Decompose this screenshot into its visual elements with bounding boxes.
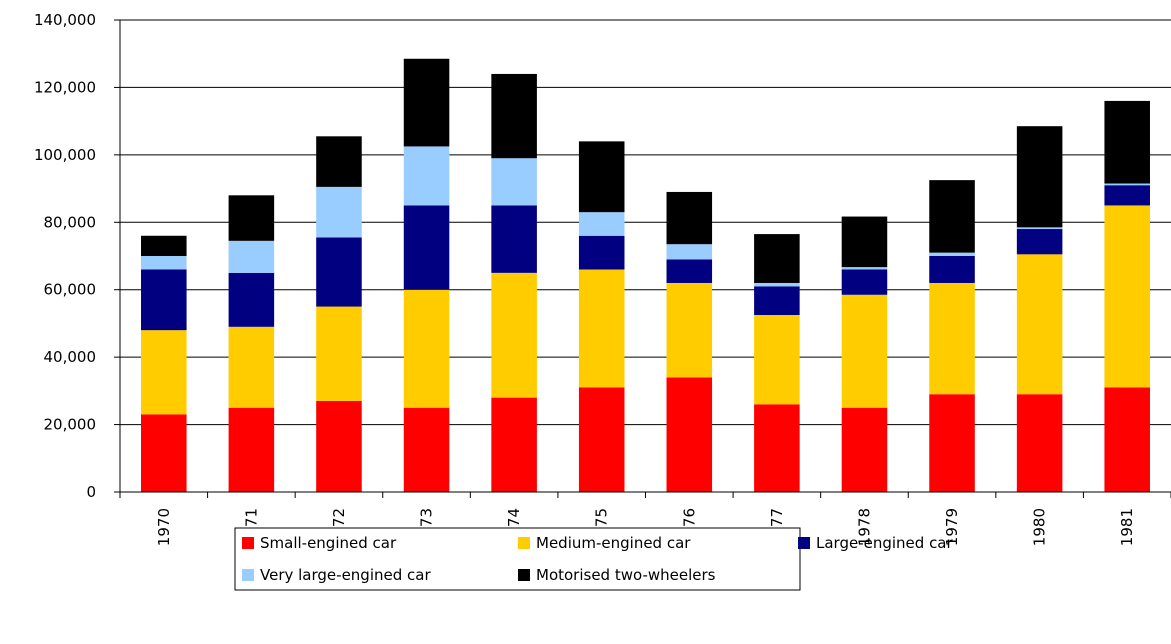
bar-segment (841, 216, 888, 268)
legend-swatch (242, 537, 254, 549)
bar-segment (929, 256, 975, 283)
bar-segment (1104, 185, 1150, 206)
x-tick-label: 1979 (943, 508, 961, 546)
bar-segment (754, 315, 800, 405)
legend-swatch (798, 537, 810, 549)
bar-segment (666, 244, 713, 260)
bar-segment (491, 205, 537, 273)
bar-segment (1016, 394, 1063, 492)
legend-swatch (242, 569, 254, 581)
x-tick-label: 1978 (855, 508, 873, 546)
bar-segment (841, 407, 888, 492)
bar-segment (754, 286, 800, 315)
bar-segment (141, 414, 187, 492)
bar-segment (1104, 100, 1150, 184)
bar-segment (666, 191, 713, 245)
bar-segment (1104, 183, 1150, 186)
legend-label: Motorised two-wheelers (536, 566, 716, 584)
bar-segment (929, 252, 975, 256)
bar-segment (141, 235, 187, 256)
bar-segment (403, 407, 450, 492)
bar-segment (666, 282, 713, 378)
bar-segment (228, 326, 275, 408)
bar-segment (666, 377, 713, 492)
bar-segment (578, 235, 625, 270)
legend-box (234, 527, 801, 591)
bar-segment (316, 400, 362, 492)
bar-segment (1016, 229, 1063, 255)
bar-segment (316, 186, 362, 238)
bar-segment (491, 158, 537, 206)
bar-segment (491, 272, 537, 398)
bar-segment (754, 404, 800, 492)
bar-segment (578, 269, 625, 388)
bar-segment (754, 282, 800, 287)
legend-label: Medium-engined car (536, 534, 691, 552)
bar-segment (141, 269, 187, 331)
y-tick-label: 40,000 (44, 348, 97, 366)
y-tick-label: 20,000 (44, 416, 97, 434)
bar-segment (578, 212, 625, 236)
bar-segment (1104, 205, 1150, 388)
legend-swatch (518, 537, 530, 549)
bar-segment (841, 267, 888, 270)
bar-segment (228, 407, 275, 492)
bar-segment (403, 146, 450, 206)
bar-segment (491, 73, 537, 159)
x-tick-label: 1981 (1118, 508, 1136, 546)
bar-segment (578, 387, 625, 492)
x-tick-label: 1980 (1031, 508, 1049, 546)
bar-segment (1016, 254, 1063, 395)
y-tick-label: 0 (86, 483, 96, 501)
y-tick-label: 80,000 (44, 213, 97, 231)
legend-label: Small-engined car (260, 534, 397, 552)
bar-segment (754, 234, 800, 283)
bar-segment (666, 259, 713, 283)
bar-segment (316, 136, 362, 187)
bar-segment (403, 289, 450, 408)
bar-segment (141, 330, 187, 415)
bar-segment (228, 272, 275, 327)
bar-segment (1016, 126, 1063, 228)
bar-segment (1104, 387, 1150, 492)
x-tick-label: 1970 (155, 508, 173, 546)
bar-segment (1016, 227, 1063, 230)
bar-segment (316, 306, 362, 401)
legend-label: Very large-engined car (260, 566, 431, 584)
bar-segment (841, 294, 888, 408)
bar-segment (316, 237, 362, 307)
bar-segment (929, 180, 975, 253)
legend-label: Large-engined car (816, 534, 954, 552)
y-tick-label: 140,000 (34, 11, 96, 29)
bar-segment (403, 58, 450, 147)
bar-segment (141, 256, 187, 270)
y-tick-label: 120,000 (34, 78, 96, 96)
bar-segment (841, 269, 888, 295)
bar-segment (228, 195, 275, 241)
bar-segment (578, 141, 625, 213)
bar-segment (929, 394, 975, 492)
bar-segment (929, 282, 975, 395)
bar-segment (403, 205, 450, 290)
y-tick-label: 60,000 (44, 281, 97, 299)
bar-segment (228, 240, 275, 273)
bar-segment (491, 397, 537, 492)
legend-swatch (518, 569, 530, 581)
y-tick-label: 100,000 (34, 146, 96, 164)
